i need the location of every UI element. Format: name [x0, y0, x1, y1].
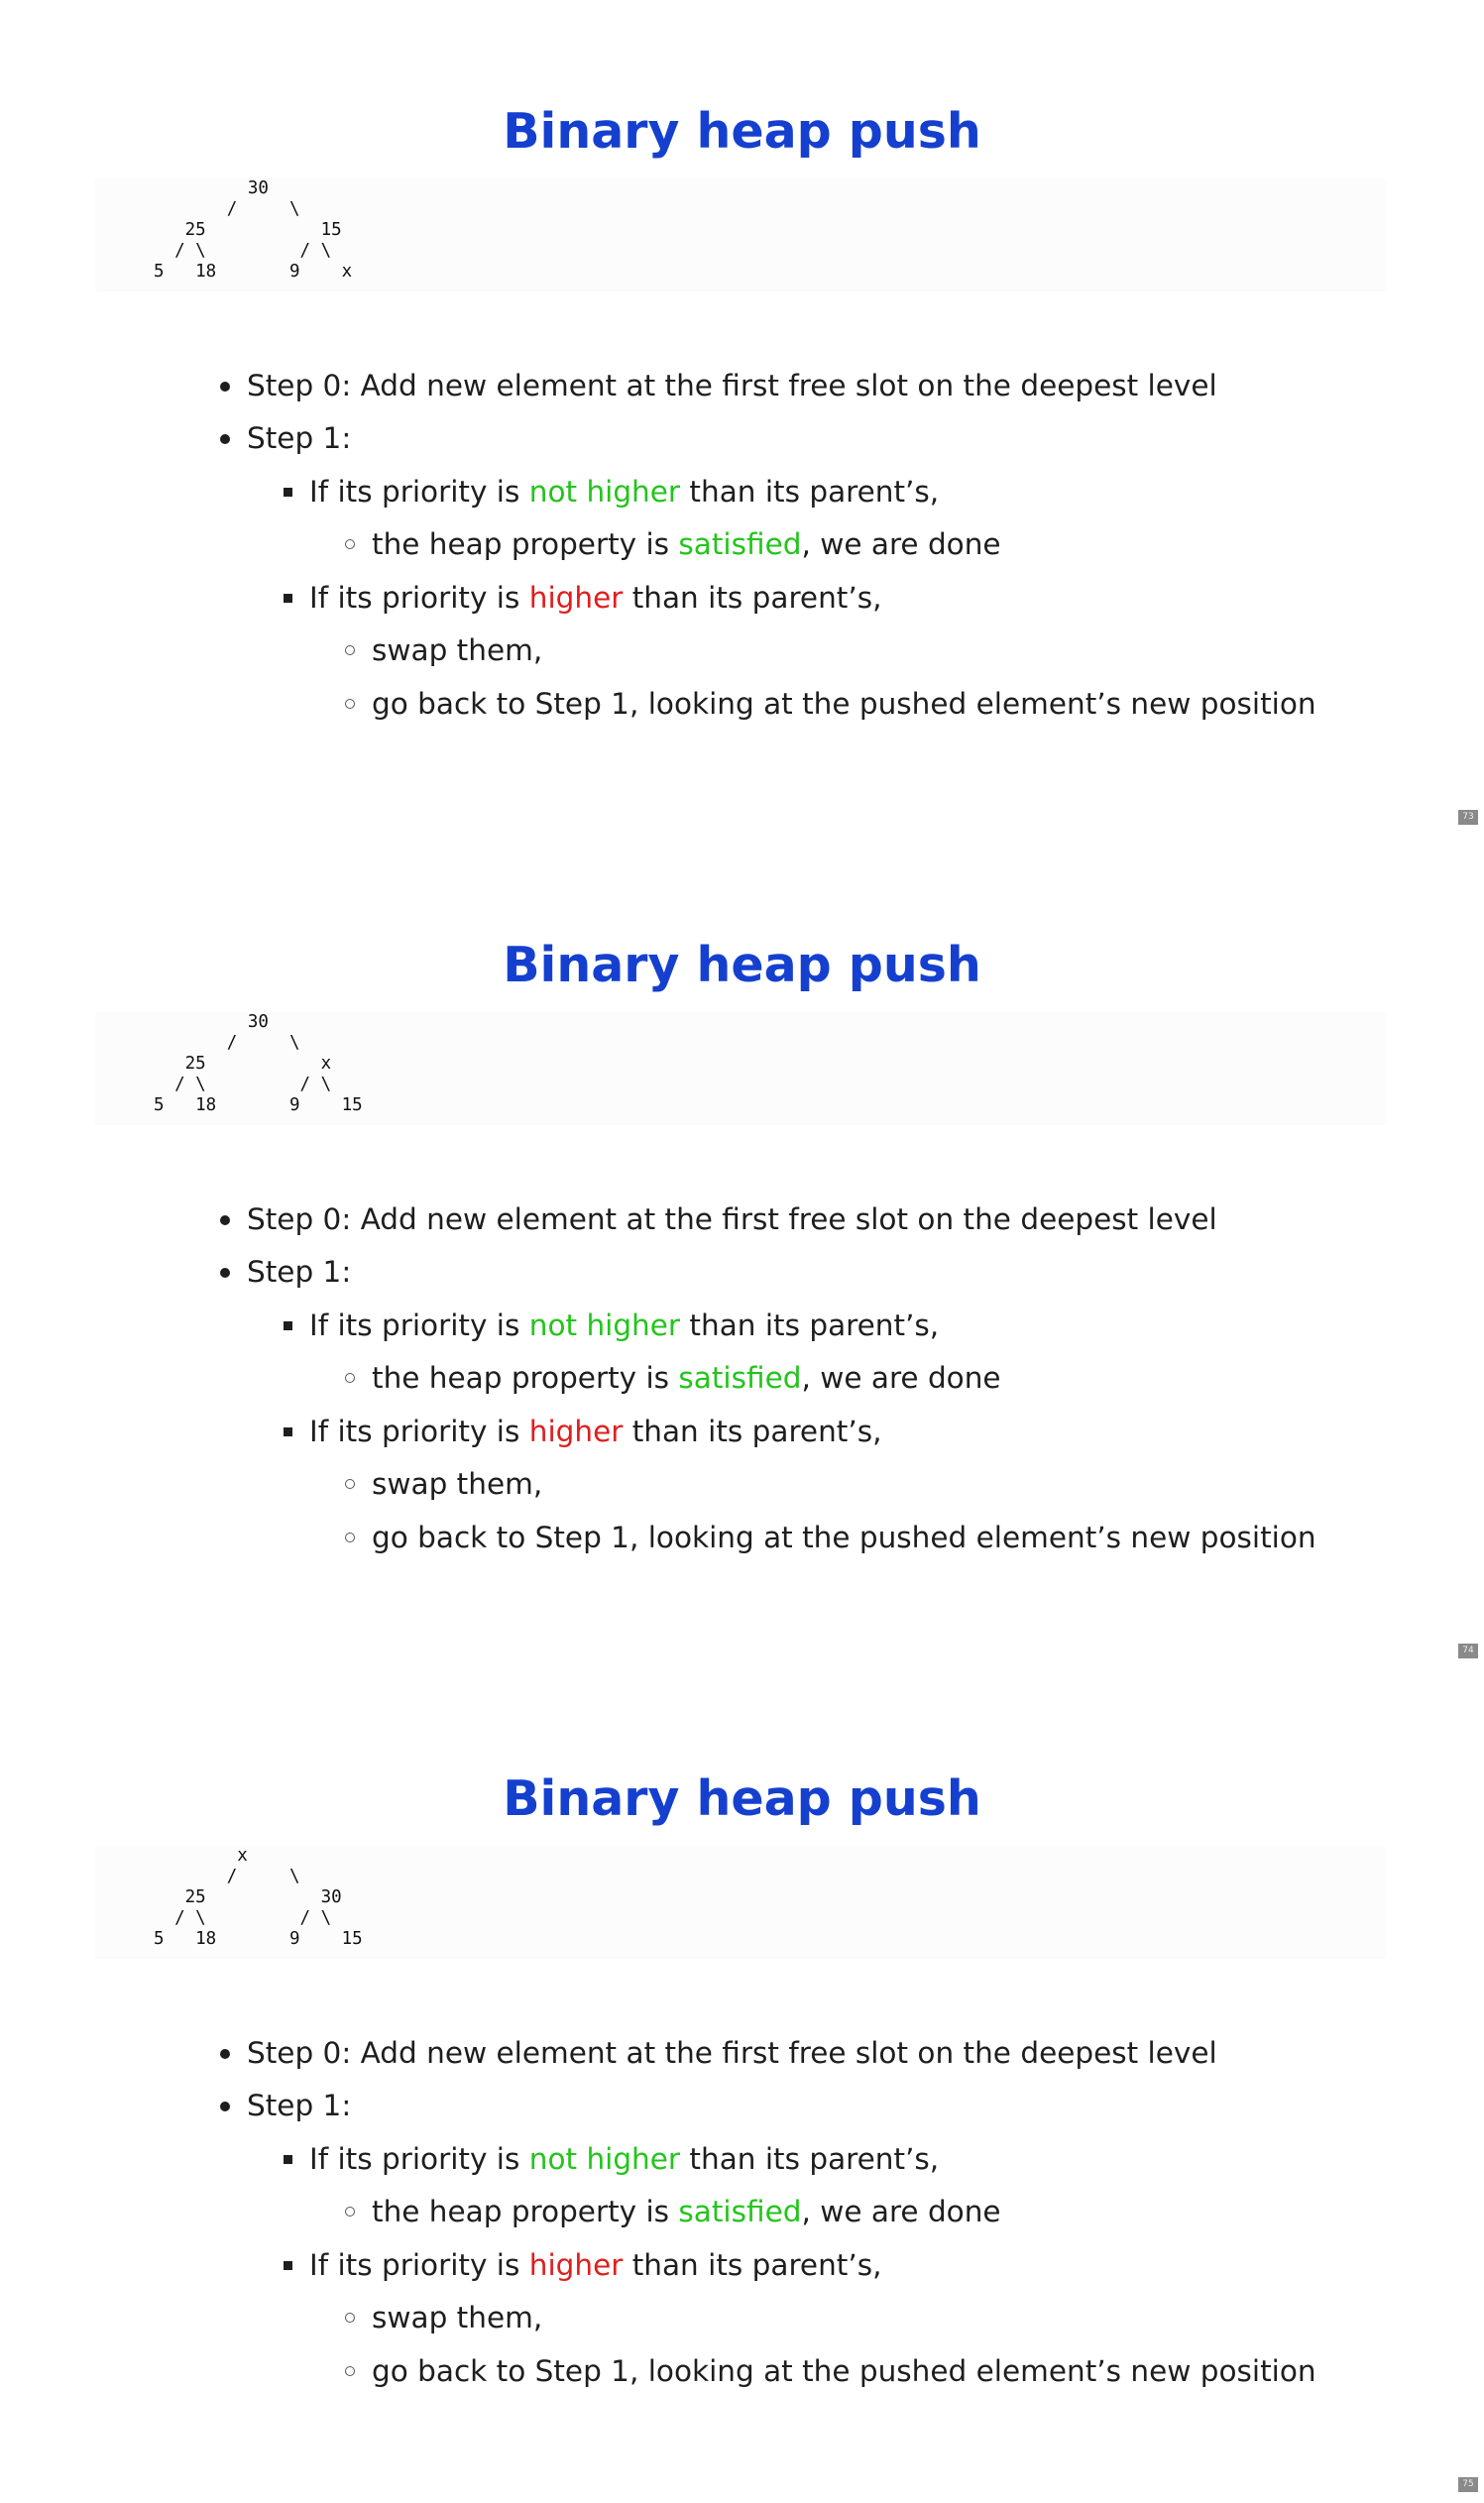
result-text: the heap property is	[372, 2195, 679, 2228]
bullet-condition-higher: If its priority is higher than its paren…	[284, 2238, 882, 2292]
result-text: the heap property is	[372, 1361, 679, 1395]
highlight-higher: higher	[528, 1415, 624, 1448]
step-0-text: Step 0: Add new element at the first fre…	[247, 1202, 1217, 1236]
bullet-step-1: Step 1:	[220, 411, 352, 465]
step-0-text: Step 0: Add new element at the first fre…	[247, 369, 1217, 402]
result-text: , we are done	[801, 1361, 1001, 1395]
condition-text: than its parent’s,	[680, 475, 940, 509]
bullet-condition-not-higher: If its priority is not higher than its p…	[284, 2132, 940, 2186]
disc-bullet-icon	[220, 2102, 230, 2111]
condition-text: If its priority is	[309, 1415, 529, 1448]
result-text: go back to Step 1, looking at the pushed…	[372, 687, 1316, 721]
circle-bullet-icon	[345, 1479, 355, 1489]
bullet-condition-not-higher: If its priority is not higher than its p…	[284, 465, 940, 518]
highlight-higher: higher	[528, 581, 624, 615]
square-bullet-icon	[284, 2155, 292, 2164]
bullet-step-0: Step 0: Add new element at the first fre…	[220, 1193, 1217, 1246]
bullet-result-swap: swap them,	[345, 624, 543, 677]
circle-bullet-icon	[345, 1533, 355, 1542]
square-bullet-icon	[284, 488, 292, 497]
bullet-result-repeat: go back to Step 1, looking at the pushed…	[345, 2344, 1316, 2398]
result-text: , we are done	[801, 527, 1001, 561]
disc-bullet-icon	[220, 382, 230, 392]
result-text: swap them,	[372, 1467, 543, 1501]
circle-bullet-icon	[345, 2207, 355, 2217]
condition-text: If its priority is	[309, 1308, 529, 1342]
page-number: 75	[1458, 2477, 1478, 2492]
bullet-result-satisfied: the heap property is satisfied, we are d…	[345, 2185, 1001, 2238]
circle-bullet-icon	[345, 2313, 355, 2323]
result-text: , we are done	[801, 2195, 1001, 2228]
bullet-step-1: Step 1:	[220, 1245, 352, 1299]
bullet-condition-not-higher: If its priority is not higher than its p…	[284, 1299, 940, 1352]
disc-bullet-icon	[220, 2049, 230, 2059]
slide-73: Binary heap push 30 / \ 25 15 / \ / \ 5 …	[0, 0, 1484, 834]
circle-bullet-icon	[345, 1373, 355, 1383]
square-bullet-icon	[284, 594, 292, 603]
heap-tree-diagram: x / \ 25 30 / \ / \ 5 18 9 15	[96, 1846, 1385, 1957]
bullet-step-1: Step 1:	[220, 2079, 352, 2132]
highlight-not-higher: not higher	[528, 475, 681, 509]
page-number: 73	[1458, 810, 1478, 825]
condition-text: than its parent’s,	[623, 2248, 882, 2282]
highlight-higher: higher	[528, 2248, 624, 2282]
slide-title: Binary heap push	[503, 103, 981, 160]
step-1-text: Step 1:	[247, 2089, 352, 2122]
square-bullet-icon	[284, 1321, 292, 1330]
condition-text: If its priority is	[309, 581, 529, 615]
condition-text: than its parent’s,	[680, 1308, 940, 1342]
square-bullet-icon	[284, 2261, 292, 2270]
step-1-text: Step 1:	[247, 1255, 352, 1289]
condition-text: If its priority is	[309, 2142, 529, 2176]
result-text: swap them,	[372, 2301, 543, 2334]
slide-title: Binary heap push	[503, 1770, 981, 1827]
step-0-text: Step 0: Add new element at the first fre…	[247, 2036, 1217, 2070]
heap-tree-diagram: 30 / \ 25 15 / \ / \ 5 18 9 x	[96, 178, 1385, 289]
bullet-result-repeat: go back to Step 1, looking at the pushed…	[345, 677, 1316, 731]
circle-bullet-icon	[345, 539, 355, 549]
bullet-result-swap: swap them,	[345, 2291, 543, 2344]
condition-text: If its priority is	[309, 475, 529, 509]
page-number: 74	[1458, 1644, 1478, 1658]
highlight-satisfied: satisfied	[678, 527, 802, 561]
heap-tree-diagram: 30 / \ 25 x / \ / \ 5 18 9 15	[96, 1012, 1385, 1123]
bullet-condition-higher: If its priority is higher than its paren…	[284, 571, 882, 625]
bullet-step-0: Step 0: Add new element at the first fre…	[220, 2026, 1217, 2080]
result-text: go back to Step 1, looking at the pushed…	[372, 2354, 1316, 2388]
circle-bullet-icon	[345, 2366, 355, 2376]
circle-bullet-icon	[345, 699, 355, 709]
highlight-satisfied: satisfied	[678, 1361, 802, 1395]
disc-bullet-icon	[220, 434, 230, 444]
slide-75: Binary heap push x / \ 25 30 / \ / \ 5 1…	[0, 1667, 1484, 2501]
condition-text: If its priority is	[309, 2248, 529, 2282]
bullet-result-satisfied: the heap property is satisfied, we are d…	[345, 517, 1001, 571]
slide-title: Binary heap push	[503, 937, 981, 993]
square-bullet-icon	[284, 1427, 292, 1436]
condition-text: than its parent’s,	[623, 1415, 882, 1448]
disc-bullet-icon	[220, 1268, 230, 1278]
slide-74: Binary heap push 30 / \ 25 x / \ / \ 5 1…	[0, 834, 1484, 1667]
bullet-result-satisfied: the heap property is satisfied, we are d…	[345, 1351, 1001, 1405]
disc-bullet-icon	[220, 1215, 230, 1225]
result-text: the heap property is	[372, 527, 679, 561]
highlight-satisfied: satisfied	[678, 2195, 802, 2228]
condition-text: than its parent’s,	[680, 2142, 940, 2176]
circle-bullet-icon	[345, 645, 355, 655]
highlight-not-higher: not higher	[528, 1308, 681, 1342]
result-text: swap them,	[372, 633, 543, 667]
highlight-not-higher: not higher	[528, 2142, 681, 2176]
condition-text: than its parent’s,	[623, 581, 882, 615]
bullet-step-0: Step 0: Add new element at the first fre…	[220, 359, 1217, 412]
bullet-result-repeat: go back to Step 1, looking at the pushed…	[345, 1511, 1316, 1564]
step-1-text: Step 1:	[247, 421, 352, 455]
bullet-result-swap: swap them,	[345, 1457, 543, 1511]
result-text: go back to Step 1, looking at the pushed…	[372, 1521, 1316, 1554]
bullet-condition-higher: If its priority is higher than its paren…	[284, 1405, 882, 1458]
